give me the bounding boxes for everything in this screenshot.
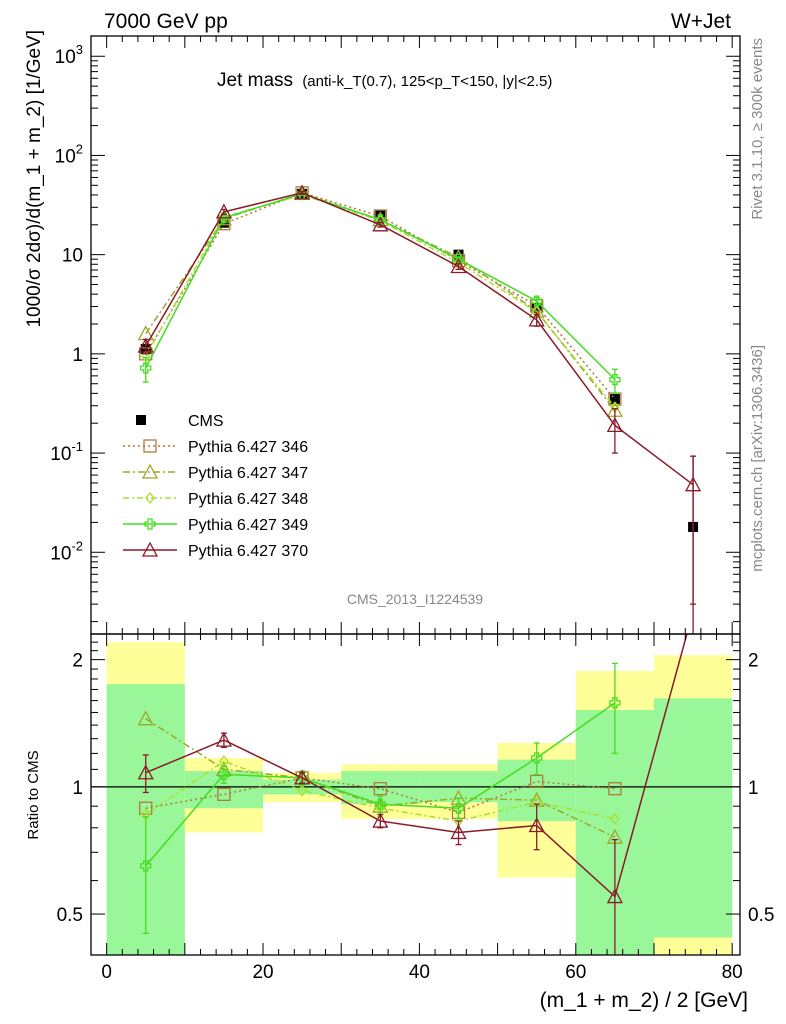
- data-point-5: [531, 302, 542, 313]
- ratio-ytick-label-l-0: 0.5: [57, 905, 83, 926]
- ratio-series-line-4: [145, 634, 688, 898]
- main-ytick-label-1: 10-1: [50, 439, 83, 465]
- axis-ticks: 0 20 40 60 80 10-2 10-1 1 10 102 103 0.5 0.5 1 1 2 2: [50, 36, 774, 983]
- ratio-ytick-label-r-2: 2: [748, 651, 759, 672]
- legend-label-3: Pythia 6.427 349: [188, 517, 308, 534]
- main-point-4-5: [528, 311, 545, 327]
- legend-marker-1: [141, 463, 159, 479]
- plot-title: Jet mass (anti-k_T(0.7), 125<p_T<150, |y…: [217, 70, 552, 91]
- main-plot: [137, 184, 702, 634]
- xtick-label-2: 40: [409, 962, 430, 983]
- ratio-point-4-6: [606, 888, 623, 904]
- legend-marker-4: [141, 541, 159, 557]
- ratio-ytick-label-r-0: 0.5: [748, 905, 774, 926]
- xlabel: (m_1 + m_2) / 2 [GeV]: [540, 989, 748, 1012]
- legend-label-4: Pythia 6.427 370: [188, 543, 308, 560]
- ratio-point-0-6: [608, 782, 622, 796]
- xtick-label-0: 0: [101, 962, 112, 983]
- ratio-ylabel: Ratio to CMS: [25, 750, 42, 839]
- ratio-point-0-5: [530, 774, 544, 789]
- main-point-3-0: [140, 362, 152, 374]
- ratio-point-0-3: [373, 782, 387, 796]
- main-point-3-5: [531, 295, 543, 307]
- ratio-point-4-3: [372, 812, 389, 828]
- plot-title-main: Jet mass: [217, 70, 293, 91]
- plot-frames: [90, 35, 741, 956]
- header-left: 7000 GeV pp: [104, 10, 228, 33]
- legend-label-1: Pythia 6.427 347: [188, 465, 308, 482]
- ratio-point-4-2: [294, 769, 311, 785]
- main-point-4-3: [372, 216, 389, 232]
- main-ytick-label-0: 10-2: [50, 538, 83, 564]
- ratio-point-2-6: [610, 812, 620, 825]
- main-point-3-1: [218, 212, 230, 224]
- ratio-point-2-2: [297, 784, 307, 797]
- legend-marker-0: [143, 439, 157, 453]
- legend-label-cms: CMS: [188, 413, 224, 430]
- legend-marker-cms: [136, 415, 146, 425]
- legend-label-0: Pythia 6.427 346: [188, 439, 308, 456]
- legend-label-2: Pythia 6.427 348: [188, 491, 308, 508]
- data-point-6: [609, 394, 620, 405]
- main-series-line-4: [145, 192, 694, 486]
- main-point-4-2: [294, 184, 311, 200]
- main-ytick-label-2: 1: [72, 345, 83, 366]
- band-green-7: [653, 698, 733, 938]
- main-point-4-0: [137, 337, 154, 353]
- ratio-series-line-2: [145, 760, 616, 822]
- ratio-point-3-3: [374, 798, 386, 810]
- ratio-ytick-label-l-1: 1: [72, 778, 83, 799]
- ratio-point-4-4: [450, 824, 467, 840]
- ratio-point-4-5: [528, 817, 545, 833]
- main-ytick-label-4: 102: [55, 141, 83, 167]
- main-ylabel: 1000/σ 2dσ)/d(m_1 + m_2) [1/GeV]: [24, 30, 45, 328]
- ratio-point-4-1: [215, 731, 233, 747]
- ratio-ytick-label-r-1: 1: [748, 778, 759, 799]
- main-point-4-1: [215, 203, 233, 219]
- ratio-ytick-label-l-2: 2: [72, 651, 83, 672]
- ratio-point-4-0: [137, 764, 154, 780]
- xtick-label-4: 80: [722, 962, 743, 983]
- xtick-label-3: 60: [565, 962, 586, 983]
- ratio-point-1-0: [137, 710, 154, 726]
- ratio-point-3-5: [531, 752, 543, 764]
- ratio-point-3-6: [609, 697, 621, 709]
- main-series-line-0: [145, 192, 616, 400]
- legend-marker-3: [144, 518, 156, 530]
- main-point-4-4: [450, 258, 467, 274]
- ratio-plot: [91, 634, 740, 955]
- legend: CMS Pythia 6.427 346 Pythia 6.427 347 Pythi…: [123, 413, 308, 560]
- main-point-3-3: [374, 214, 386, 226]
- ratio-point-3-4: [452, 802, 465, 814]
- ratio-point-3-1: [218, 768, 230, 781]
- main-ytick-label-5: 103: [55, 42, 83, 68]
- main-ytick-label-3: 10: [62, 246, 83, 267]
- analysis-label: CMS_2013_I1224539: [347, 591, 483, 607]
- ratio-frame: [90, 633, 741, 956]
- xtick-label-1: 20: [252, 962, 273, 983]
- ratio-point-3-0: [140, 860, 152, 872]
- ratio-point-0-1: [217, 787, 231, 801]
- header-right: W+Jet: [671, 10, 731, 33]
- plot-title-sub: (anti-k_T(0.7), 125<p_T<150, |y|<2.5): [302, 73, 552, 90]
- mcplots-label: mcplots.cern.ch [arXiv:1306.3436]: [749, 345, 766, 572]
- main-point-3-6: [609, 373, 621, 386]
- legend-marker-2: [145, 491, 155, 505]
- rivet-label: Rivet 3.1.10, ≥ 300k events: [749, 38, 766, 220]
- main-point-4-6: [606, 417, 623, 433]
